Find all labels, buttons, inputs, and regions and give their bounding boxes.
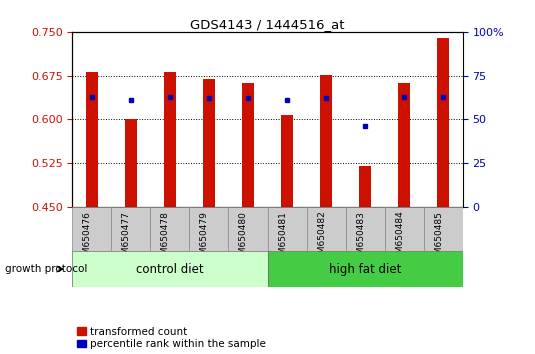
Bar [281,115,293,207]
Text: GSM650482: GSM650482 [317,211,326,266]
Text: high fat diet: high fat diet [329,263,401,275]
Bar [164,72,175,207]
Bar [268,251,463,287]
Bar [346,207,385,251]
Bar [86,72,97,207]
Text: GSM650476: GSM650476 [83,211,92,266]
Bar [242,83,254,207]
Bar [150,207,189,251]
Bar [72,251,268,287]
Bar [228,207,268,251]
Bar [424,207,463,251]
Bar [268,207,307,251]
Bar [320,75,332,207]
Text: GSM650478: GSM650478 [161,211,170,266]
Bar [307,207,346,251]
Text: control diet: control diet [136,263,204,275]
Bar [399,83,410,207]
Text: growth protocol: growth protocol [5,264,88,274]
Bar [438,38,449,207]
Text: GSM650477: GSM650477 [122,211,131,266]
Bar [203,79,215,207]
Title: GDS4143 / 1444516_at: GDS4143 / 1444516_at [190,18,345,31]
Legend: transformed count, percentile rank within the sample: transformed count, percentile rank withi… [78,327,266,349]
Text: GSM650481: GSM650481 [278,211,287,266]
Text: GSM650485: GSM650485 [434,211,443,266]
Bar [125,119,136,207]
Bar [189,207,228,251]
Text: GSM650479: GSM650479 [200,211,209,266]
Bar [385,207,424,251]
Text: GSM650484: GSM650484 [395,211,404,266]
Bar [72,207,111,251]
Bar [111,207,150,251]
Text: GSM650480: GSM650480 [239,211,248,266]
Bar [360,166,371,207]
Text: GSM650483: GSM650483 [356,211,365,266]
